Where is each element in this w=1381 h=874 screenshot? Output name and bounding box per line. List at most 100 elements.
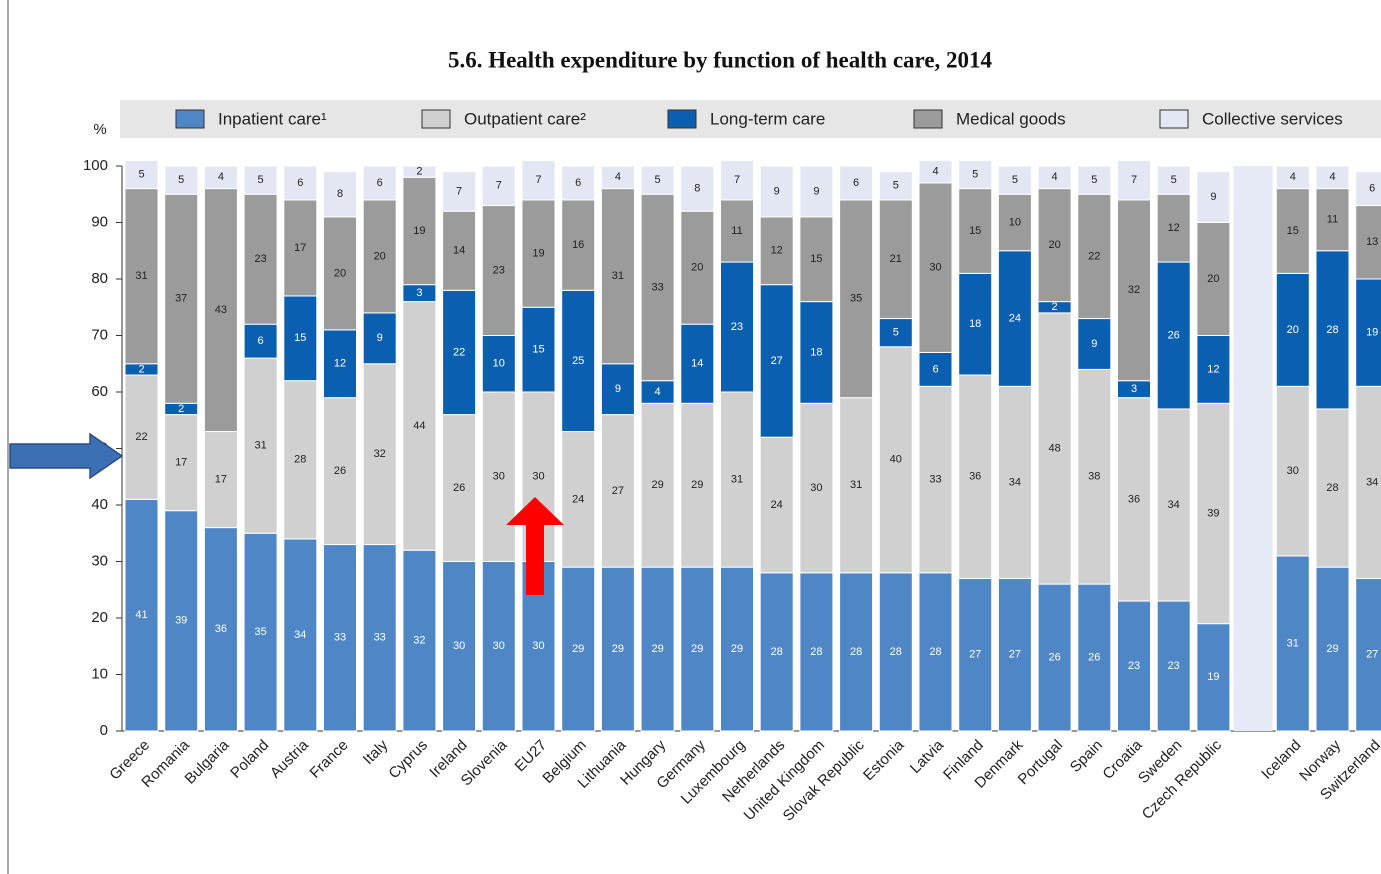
bar-segment	[997, 165, 1032, 195]
bar-segment	[323, 397, 357, 546]
value-label: 27	[1366, 649, 1378, 661]
value-label: 36	[215, 623, 227, 635]
bar-segment	[1355, 171, 1381, 207]
value-label: 18	[969, 318, 981, 330]
value-label: 5	[1012, 174, 1018, 186]
value-label: 39	[175, 615, 187, 627]
bar-segment	[1156, 408, 1191, 602]
value-label: 20	[691, 262, 703, 274]
value-label: 19	[1207, 671, 1219, 683]
value-label: 6	[853, 177, 859, 189]
bar-segment	[362, 165, 397, 201]
y-tick-label: 80	[91, 270, 108, 287]
legend-label: Inpatient care¹	[218, 109, 327, 128]
bar-segment	[1275, 272, 1310, 387]
bar-segment	[799, 572, 834, 732]
value-label: 19	[413, 225, 425, 237]
bar-segment	[600, 363, 635, 416]
value-label: 30	[493, 640, 505, 652]
value-label: 23	[731, 321, 743, 333]
value-label: 2	[416, 166, 422, 178]
bar-segment	[164, 193, 199, 404]
value-label: 28	[929, 646, 941, 658]
value-label: 12	[771, 245, 783, 257]
value-label: 5	[1091, 174, 1097, 186]
x-tick-label: Estonia	[860, 736, 908, 784]
value-label: 12	[1207, 363, 1219, 375]
value-label: 6	[297, 177, 303, 189]
bar-segment	[958, 272, 993, 376]
value-label: 28	[810, 646, 822, 658]
value-label: 25	[572, 355, 584, 367]
value-label: 2	[1052, 301, 1058, 313]
bar-segment	[283, 165, 318, 201]
bar-segment	[720, 159, 754, 201]
bar-segment	[1077, 368, 1112, 585]
bar-segment	[521, 306, 556, 393]
y-tick-label: 0	[100, 722, 108, 739]
value-label: 6	[932, 363, 938, 375]
bar-segment	[203, 431, 238, 529]
bar-segment	[600, 165, 635, 190]
value-label: 4	[218, 171, 224, 183]
value-label: 4	[1329, 171, 1335, 183]
y-tick-label: 30	[91, 552, 108, 569]
value-label: 23	[1128, 660, 1140, 672]
legend-swatch	[1159, 109, 1189, 129]
value-label: 12	[1168, 222, 1180, 234]
value-label: 32	[1128, 284, 1140, 296]
value-label: 20	[1287, 324, 1299, 336]
x-tick-label: Austria	[267, 736, 312, 781]
value-label: 17	[175, 457, 187, 469]
bar-segment	[243, 323, 278, 359]
bar-segment	[1037, 312, 1072, 585]
value-label: 5	[972, 168, 978, 180]
value-label: 29	[1326, 643, 1338, 655]
bar-segment	[1275, 385, 1310, 557]
bar-segment	[561, 165, 596, 201]
value-label: 31	[135, 270, 147, 282]
value-label: 30	[810, 482, 822, 494]
value-label: 3	[1131, 383, 1137, 395]
bar-segment	[799, 301, 834, 404]
legend-swatch	[421, 109, 451, 129]
bar-segment	[323, 544, 357, 732]
bar-segment	[1196, 335, 1231, 404]
bar-segment	[442, 414, 477, 562]
value-label: 29	[572, 643, 584, 655]
value-label: 29	[731, 643, 743, 655]
bar-segment	[164, 510, 199, 732]
value-label: 19	[532, 247, 544, 259]
value-label: 33	[374, 632, 386, 644]
value-label: 9	[774, 185, 780, 197]
legend-label: Medical goods	[956, 109, 1066, 128]
bar-segment	[124, 188, 159, 365]
bar-segment	[124, 374, 159, 500]
bar-segment	[481, 391, 516, 562]
value-label: 14	[691, 358, 703, 370]
bar-segment	[402, 165, 437, 178]
bar-segment	[362, 199, 397, 314]
bar-segment	[997, 385, 1032, 579]
bar-segment	[1355, 385, 1381, 579]
value-label: 38	[1088, 471, 1100, 483]
value-label: 4	[655, 386, 661, 398]
value-label: 36	[969, 471, 981, 483]
value-label: 5	[258, 174, 264, 186]
legend-label: Outpatient care²	[464, 109, 586, 128]
bar-segment	[1196, 222, 1231, 336]
bar-segment	[323, 171, 357, 218]
bar-segment	[243, 532, 278, 732]
bar-segment	[561, 431, 596, 568]
bar-segment	[1156, 165, 1191, 195]
value-label: 10	[1009, 216, 1021, 228]
bar-segment	[1156, 261, 1191, 410]
bar-segment	[481, 561, 516, 732]
bar-segment	[1275, 165, 1310, 190]
value-label: 31	[254, 440, 266, 452]
chart-title: 5.6. Health expenditure by function of h…	[448, 47, 993, 72]
value-label: 23	[254, 253, 266, 265]
bar-segment	[1077, 318, 1112, 370]
value-label: 5	[893, 180, 899, 192]
bar-segment	[680, 165, 715, 212]
